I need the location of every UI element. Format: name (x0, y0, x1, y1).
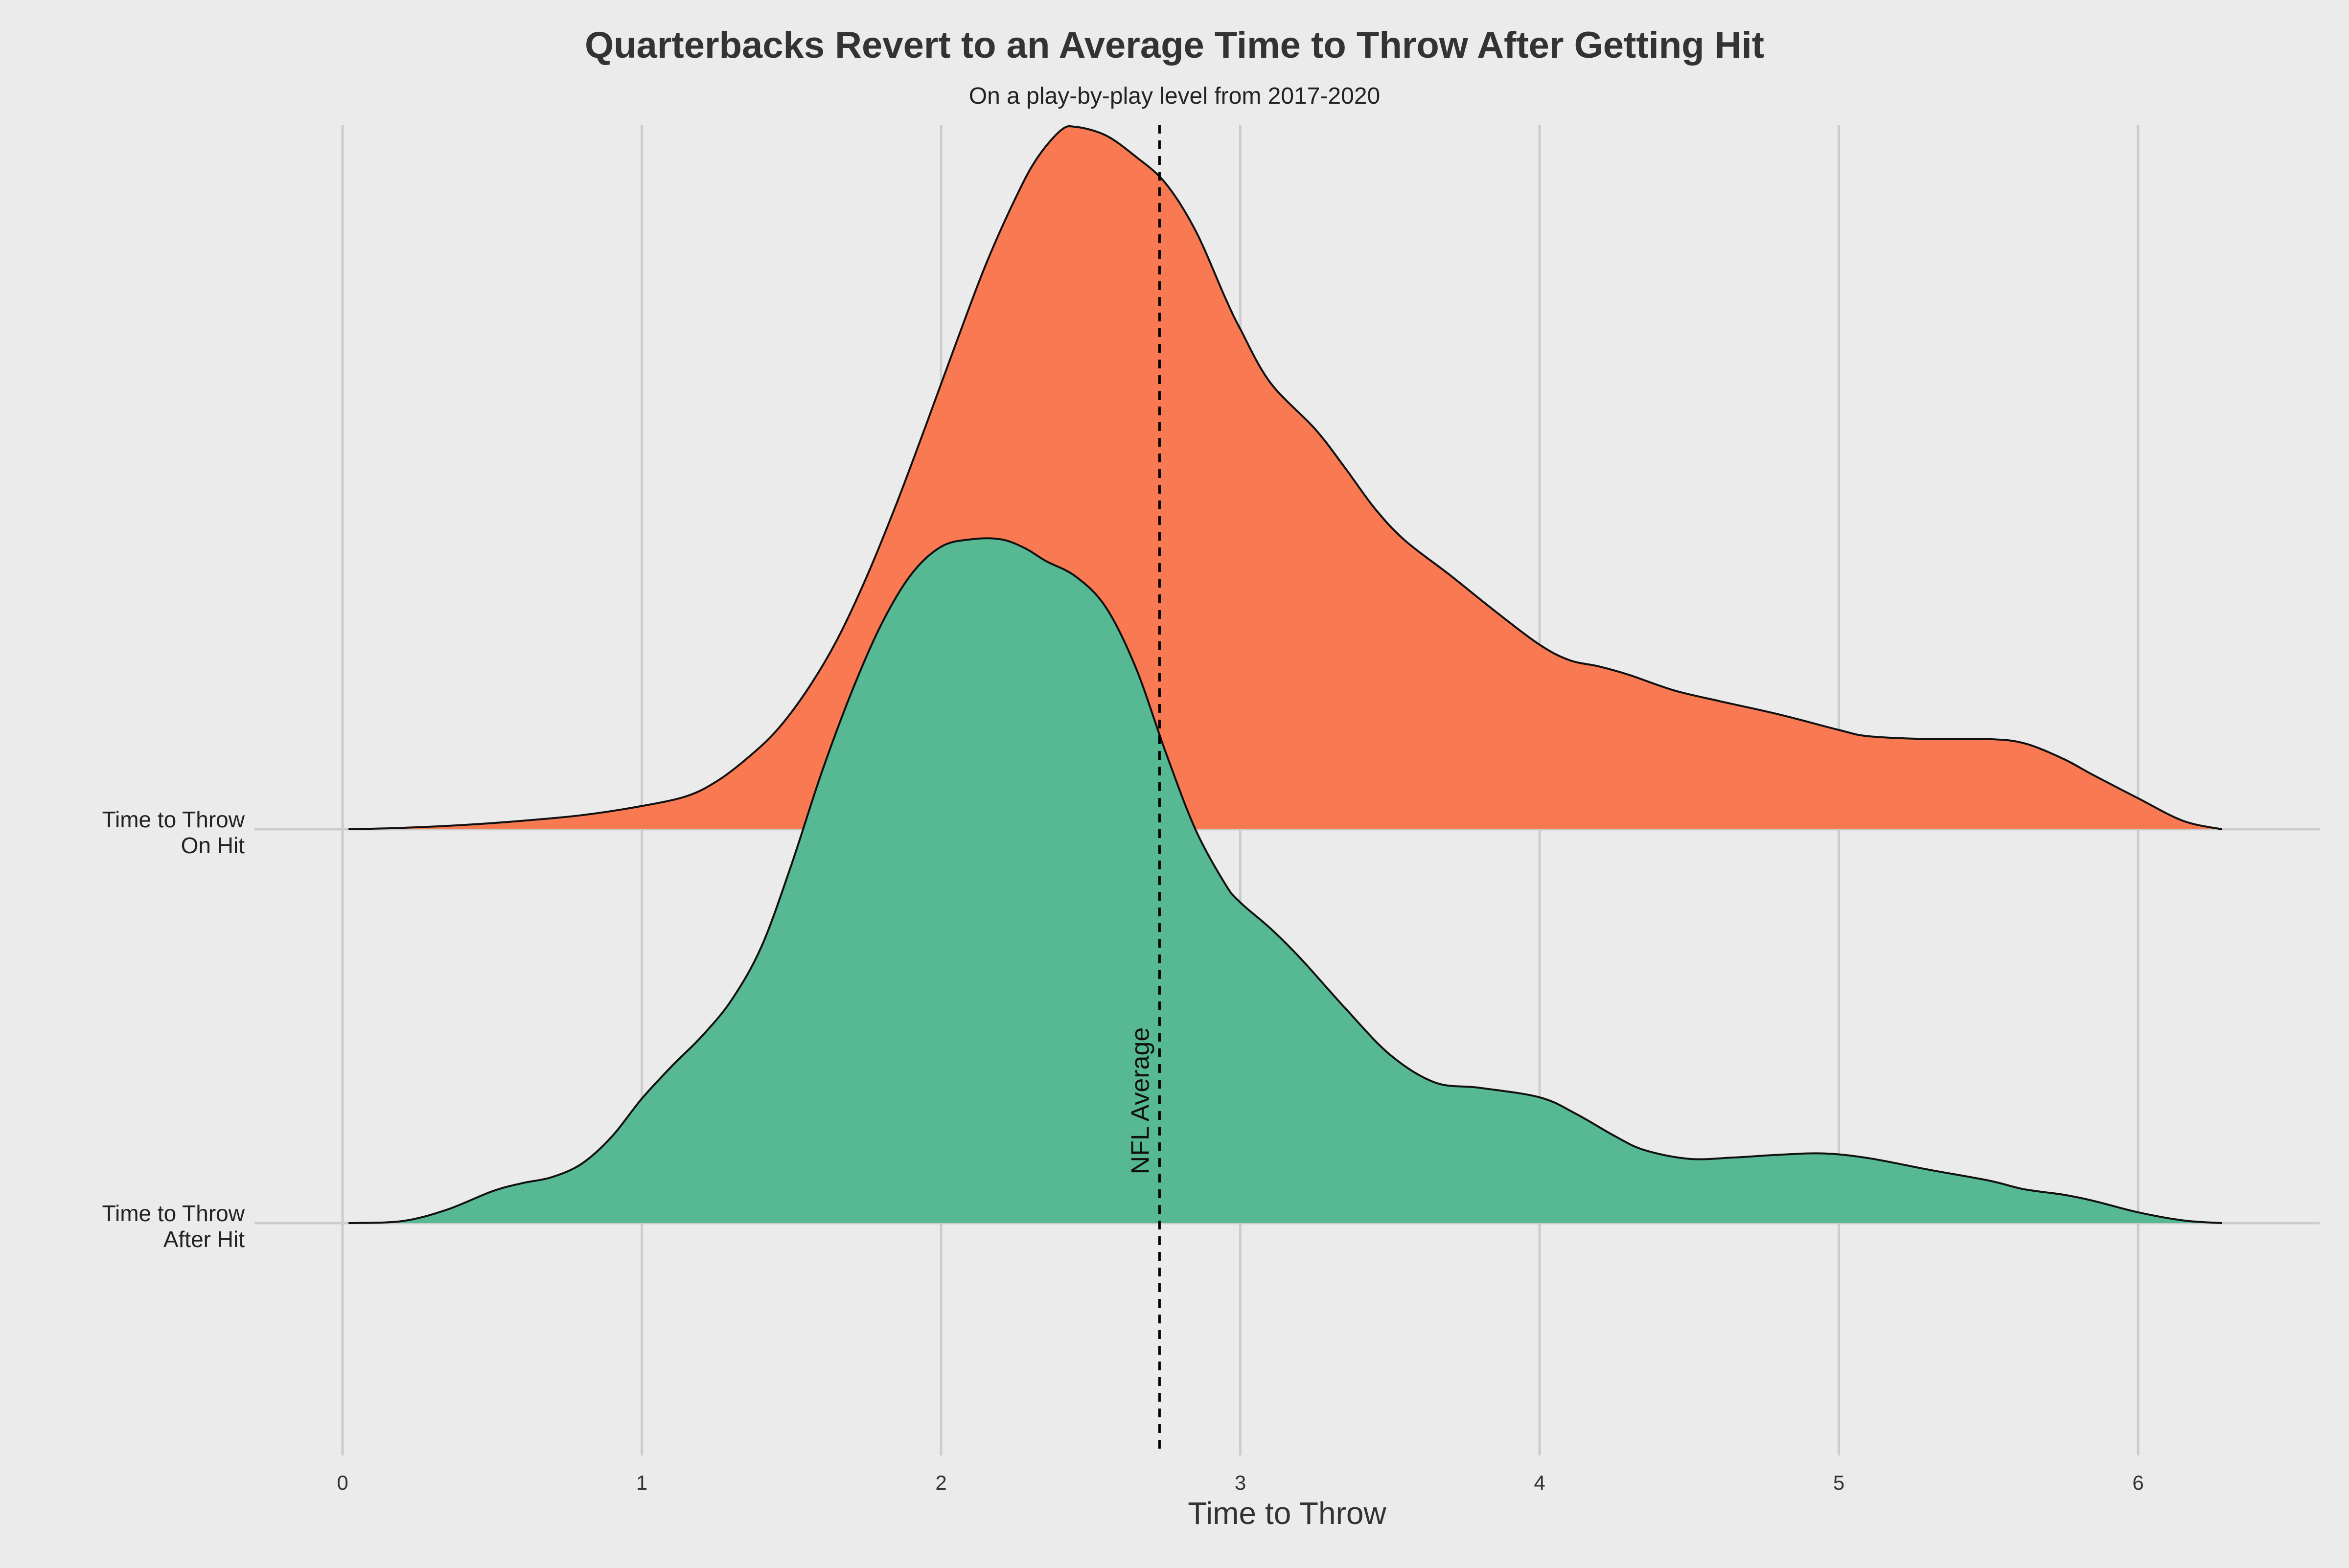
x-axis-label: Time to Throw (1188, 1496, 1386, 1531)
y-category-label: Time to Throw After Hit (102, 1201, 245, 1252)
y-category-label: Time to Throw On Hit (102, 807, 245, 858)
x-tick-label: 2 (935, 1471, 946, 1494)
density-area-on-hit (348, 126, 2222, 830)
density-series (348, 125, 2222, 1224)
x-tick-label: 5 (1833, 1471, 1844, 1494)
density-area-after-hit (348, 538, 2222, 1223)
density-outline-after-hit (348, 537, 2222, 1224)
x-tick-label: 6 (2132, 1471, 2143, 1494)
chart-subtitle: On a play-by-play level from 2017-2020 (969, 83, 1380, 109)
density-outline-on-hit (348, 125, 2222, 830)
x-tick-label: 3 (1235, 1471, 1246, 1494)
x-tick-label: 1 (636, 1471, 647, 1494)
x-tick-labels: 0 1 2 3 4 5 6 (337, 1471, 2143, 1494)
reference-line-group: NFL Average (1126, 125, 1161, 1455)
x-tick-label: 4 (1534, 1471, 1545, 1494)
chart-title: Quarterbacks Revert to an Average Time t… (585, 24, 1764, 66)
nfl-average-label: NFL Average (1126, 1027, 1154, 1175)
x-tick-label: 0 (337, 1471, 348, 1494)
y-category-labels: Time to Throw On Hit Time to Throw After Hi… (102, 807, 245, 1252)
